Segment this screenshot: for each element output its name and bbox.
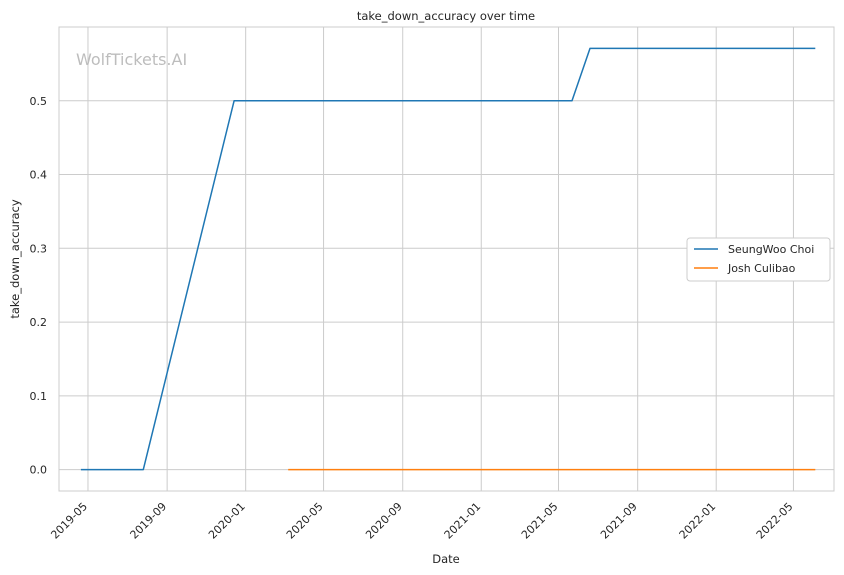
y-tick-label: 0.1	[30, 390, 48, 403]
legend-label-josh-culibao: Josh Culibao	[727, 262, 796, 275]
x-axis-label: Date	[432, 552, 460, 566]
legend-box	[686, 237, 831, 282]
series-group	[80, 47, 816, 471]
y-axis-label: take_down_accuracy	[8, 199, 22, 318]
y-tick-label: 0.2	[30, 316, 48, 329]
chart-title: take_down_accuracy over time	[357, 9, 535, 23]
y-tick-labels: 0.0 0.1 0.2 0.3 0.4 0.5	[30, 95, 48, 477]
series-line-seungwoo-choi	[80, 47, 816, 471]
y-tick-label: 0.5	[30, 95, 48, 108]
plot-frame	[58, 26, 835, 492]
y-tick-label: 0.3	[30, 242, 48, 255]
watermark: WolfTickets.AI	[76, 50, 187, 69]
legend: SeungWoo Choi Josh Culibao	[686, 237, 831, 282]
y-tick-label: 0.4	[30, 169, 48, 182]
legend-label-seungwoo-choi: SeungWoo Choi	[728, 243, 814, 256]
y-tick-label: 0.0	[30, 464, 48, 477]
